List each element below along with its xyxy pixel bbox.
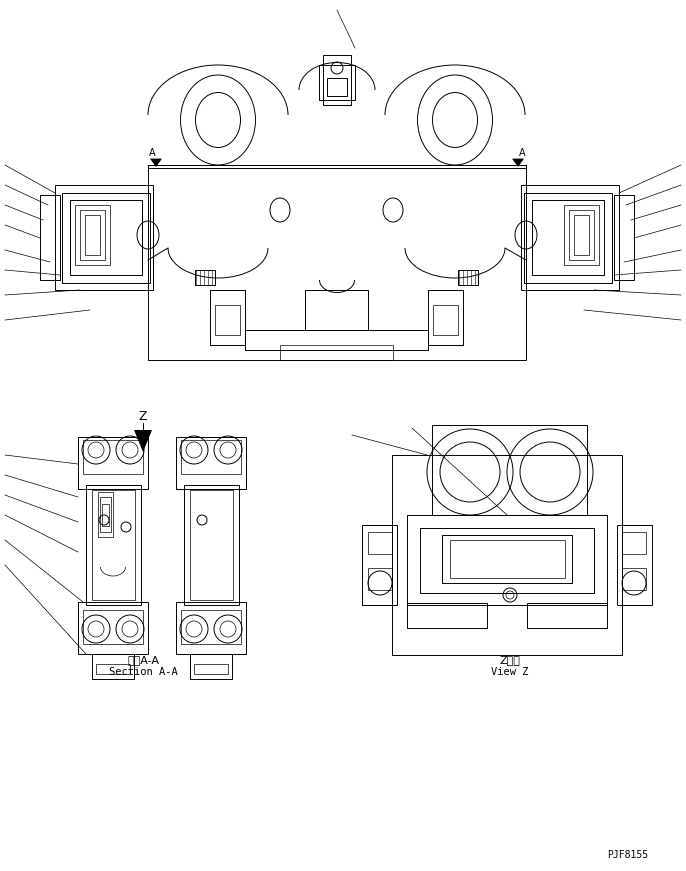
Bar [532, 200, 604, 275]
Bar [55, 185, 153, 290]
Bar [210, 290, 245, 345]
Bar [614, 195, 634, 280]
Bar [148, 165, 526, 360]
Bar [622, 532, 646, 554]
Bar [280, 345, 393, 360]
Bar [78, 602, 148, 654]
Bar [92, 490, 135, 600]
Bar [190, 490, 233, 600]
Bar [433, 305, 458, 335]
Bar [521, 185, 619, 290]
Text: A: A [519, 148, 525, 158]
Text: View Z: View Z [491, 667, 529, 677]
Bar [450, 540, 565, 578]
Bar [190, 654, 232, 679]
Bar [62, 193, 150, 283]
Text: Z: Z [139, 409, 147, 422]
Polygon shape [150, 159, 162, 167]
Bar [569, 210, 594, 260]
Bar [442, 535, 572, 583]
Bar [184, 485, 239, 605]
Bar [368, 532, 392, 554]
Bar [181, 440, 241, 474]
Polygon shape [512, 159, 524, 167]
Bar [86, 485, 141, 605]
Bar [407, 515, 607, 605]
Bar [305, 290, 368, 330]
Bar [622, 568, 646, 590]
Bar [176, 602, 246, 654]
Bar [100, 497, 111, 532]
Text: A: A [149, 148, 155, 158]
Bar [428, 290, 463, 345]
Bar [432, 425, 587, 515]
Bar [40, 195, 60, 280]
Bar [564, 205, 599, 265]
Bar [80, 210, 105, 260]
Bar [78, 437, 148, 489]
Bar [176, 437, 246, 489]
Bar [527, 603, 607, 628]
Bar [83, 610, 143, 644]
Bar [85, 215, 100, 255]
Bar [75, 205, 110, 265]
Bar [319, 65, 355, 100]
Bar [392, 455, 622, 655]
Bar [181, 610, 241, 644]
Bar [574, 215, 589, 255]
Bar [362, 525, 397, 605]
Bar [83, 440, 143, 474]
Bar [407, 603, 487, 628]
Bar [327, 78, 347, 96]
Bar [215, 305, 240, 335]
Bar [323, 55, 351, 105]
Bar [96, 664, 130, 674]
Bar [98, 492, 113, 537]
Text: Section A-A: Section A-A [108, 667, 178, 677]
Text: Z　視: Z 視 [499, 655, 521, 665]
Bar [70, 200, 142, 275]
Text: 断面A-A: 断面A-A [127, 655, 159, 665]
Bar [524, 193, 612, 283]
Bar [420, 528, 594, 593]
Text: PJF8155: PJF8155 [607, 850, 648, 860]
Bar [617, 525, 652, 605]
Bar [102, 504, 109, 526]
Bar [194, 664, 228, 674]
Bar [368, 568, 392, 590]
Bar [92, 654, 134, 679]
Polygon shape [134, 430, 152, 452]
Bar [245, 330, 428, 350]
